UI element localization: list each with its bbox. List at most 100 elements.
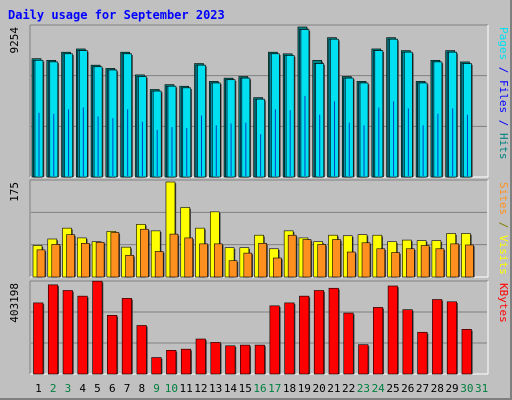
x-label-day-16: 16	[253, 382, 266, 395]
chart-title: Daily usage for September 2023	[8, 8, 225, 22]
x-label-day-12: 12	[194, 382, 207, 395]
x-label-day-23: 23	[357, 382, 370, 395]
visits-right-label-part-1: Sites	[497, 182, 510, 215]
kbytes-bar-day-3	[62, 290, 73, 375]
x-label-day-13: 13	[209, 382, 222, 395]
x-label-day-9: 9	[153, 382, 160, 395]
kbytes-bar-day-23	[358, 344, 369, 375]
sites-bar-day-30	[465, 244, 474, 278]
x-label-day-30: 30	[460, 382, 473, 395]
x-label-day-5: 5	[94, 382, 101, 395]
kbytes-bar-day-2	[47, 284, 59, 375]
kbytes-bar-day-1	[33, 302, 44, 375]
x-label-day-18: 18	[283, 382, 296, 395]
visits-right-label-part-2: /	[497, 215, 510, 235]
x-label-day-1: 1	[35, 382, 42, 395]
x-label-day-21: 21	[327, 382, 340, 395]
kbytes-bar-day-18	[284, 302, 295, 375]
kbytes-bar-day-8	[136, 325, 147, 375]
x-label-day-11: 11	[180, 382, 193, 395]
hits-y-max-label: 9254	[8, 27, 21, 54]
x-label-day-20: 20	[312, 382, 325, 395]
visits-right-label: Sites / Visits	[497, 182, 510, 275]
kbytes-bar-day-16	[254, 344, 265, 375]
x-label-day-26: 26	[401, 382, 414, 395]
panels: 9254 Pages / Files / Hits 175 Sites / Visit…	[8, 24, 510, 375]
kbytes-bar-day-11	[180, 348, 192, 375]
sites-bar-day-18	[287, 234, 297, 278]
sites-bar-day-17	[273, 257, 282, 278]
kbytes-bar-day-12	[195, 338, 206, 375]
x-label-day-25: 25	[386, 382, 399, 395]
hits-right-label-part-1: Pages	[497, 27, 510, 60]
hits-right-label-part-3: Files	[497, 80, 510, 113]
sites-bar-day-19	[302, 239, 312, 278]
sites-bar-day-12	[199, 243, 208, 278]
hits-right-label: Pages / Files / Hits	[497, 27, 510, 160]
sites-bar-day-27	[420, 245, 430, 278]
x-axis-labels: 1 2 3 4 5 6 7 8 9 10 11 12 13 14 15 16 17 18 19 20 21 22 23 24 2…	[35, 382, 488, 395]
kbytes-bar-day-30	[461, 329, 472, 375]
kbytes-bar-day-5	[92, 280, 103, 375]
visits-right-label-part-3: Visits	[497, 235, 510, 275]
x-label-day-14: 14	[224, 382, 238, 395]
sites-bar-day-29	[450, 243, 459, 278]
hits-right-label-part-2: /	[497, 60, 510, 80]
kbytes-bar-day-9	[151, 357, 162, 375]
kbytes-bar-day-26	[402, 309, 413, 375]
sites-bar-day-13	[213, 243, 223, 278]
sites-bar-day-21	[332, 239, 341, 278]
kbytes-bar-day-10	[166, 350, 177, 375]
sites-bar-day-16	[258, 243, 267, 278]
x-label-day-19: 19	[298, 382, 311, 395]
kbytes-bar-day-27	[417, 331, 428, 375]
sites-bar-day-3	[66, 234, 75, 278]
x-label-day-4: 4	[79, 382, 86, 395]
visits-y-max-label: 175	[8, 182, 21, 202]
x-label-day-10: 10	[165, 382, 178, 395]
x-label-day-2: 2	[50, 382, 57, 395]
kbytes-bar-day-17	[269, 305, 280, 375]
kbytes-bar-day-13	[210, 342, 221, 375]
kbytes-bar-day-21	[328, 287, 339, 375]
sites-bar-day-23	[361, 242, 371, 278]
kbytes-bar-day-19	[299, 295, 310, 375]
x-label-day-24: 24	[372, 382, 386, 395]
hits-right-label-part-5: Hits	[497, 133, 510, 160]
sites-bar-day-11	[184, 237, 194, 278]
sites-bar-day-10	[169, 233, 179, 278]
x-label-day-22: 22	[342, 382, 355, 395]
x-label-day-15: 15	[239, 382, 252, 395]
sites-bar-day-26	[406, 248, 415, 278]
sites-bar-day-8	[140, 228, 149, 278]
x-label-day-17: 17	[268, 382, 281, 395]
x-label-day-29: 29	[445, 382, 458, 395]
x-label-day-8: 8	[138, 382, 145, 395]
sites-bar-day-20	[317, 244, 327, 278]
kbytes-bar-day-20	[313, 290, 325, 375]
sites-bar-day-28	[435, 248, 445, 278]
x-label-day-28: 28	[431, 382, 444, 395]
sites-bar-day-2	[51, 244, 61, 278]
sites-bar-day-7	[125, 254, 134, 278]
sites-bar-day-24	[376, 248, 386, 278]
x-label-day-27: 27	[416, 382, 429, 395]
hits-right-label-part-4: /	[497, 113, 510, 133]
sites-bar-day-14	[228, 260, 238, 278]
kbytes-bar-day-24	[373, 307, 384, 375]
x-label-day-31: 31	[475, 382, 488, 395]
kbytes-bar-day-29	[446, 301, 457, 375]
x-label-day-6: 6	[109, 382, 116, 395]
sites-bar-day-9	[154, 251, 164, 278]
sites-bar-day-6	[110, 232, 120, 278]
kbytes-right-label-part-1: KBytes	[497, 283, 510, 323]
x-label-day-7: 7	[124, 382, 131, 395]
x-label-day-3: 3	[65, 382, 72, 395]
kbytes-bar-day-4	[77, 295, 88, 375]
kbytes-bar-day-28	[432, 299, 443, 375]
sites-bar-day-15	[243, 252, 253, 278]
kbytes-bar-day-25	[387, 285, 398, 375]
kbytes-bar-day-15	[240, 344, 251, 375]
